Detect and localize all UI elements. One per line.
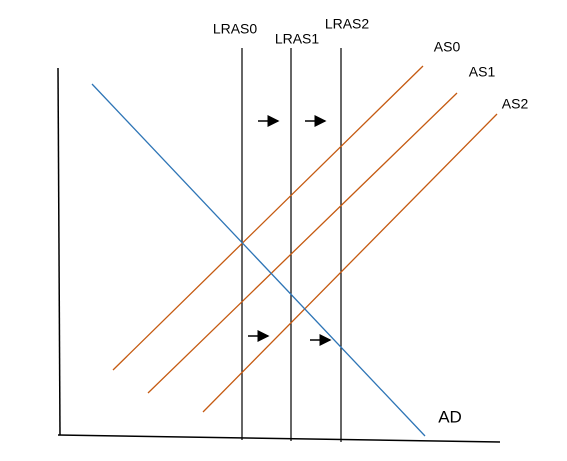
lras-label: LRAS1 xyxy=(275,31,320,47)
ad-line xyxy=(91,83,426,437)
as-line xyxy=(112,65,424,371)
as-label: AS0 xyxy=(434,39,461,55)
ad-label: AD xyxy=(438,407,462,426)
y-axis xyxy=(57,67,61,436)
lras-label: LRAS2 xyxy=(325,16,370,32)
x-axis xyxy=(57,434,501,443)
as-line xyxy=(147,92,458,394)
as-label: AS1 xyxy=(469,64,496,80)
lras-label: LRAS0 xyxy=(213,21,258,37)
as-line xyxy=(202,113,498,413)
as-label: AS2 xyxy=(502,96,529,112)
